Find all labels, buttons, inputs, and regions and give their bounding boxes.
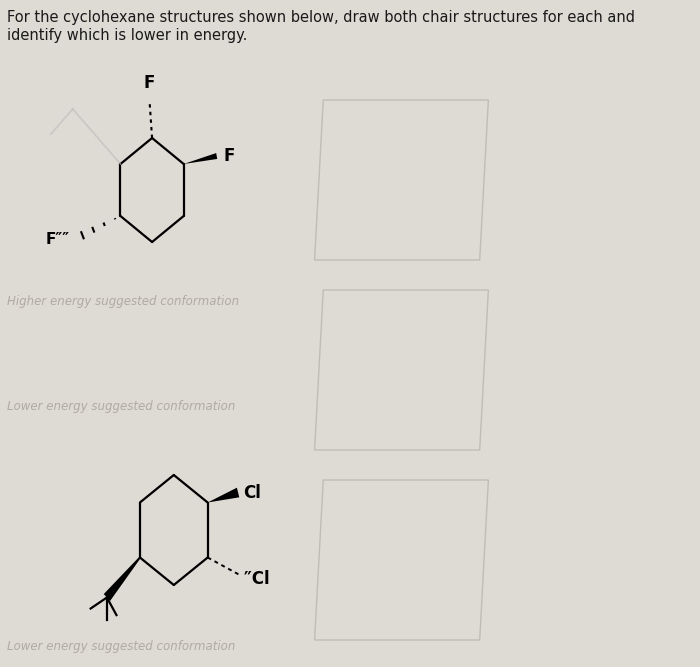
Text: Lower energy suggested conformation: Lower energy suggested conformation: [7, 400, 235, 413]
Text: ′′Cl: ′′Cl: [244, 570, 271, 588]
Polygon shape: [208, 488, 239, 502]
Text: Higher energy suggested conformation: Higher energy suggested conformation: [7, 295, 239, 308]
Polygon shape: [183, 153, 217, 164]
Text: F: F: [144, 74, 155, 92]
Text: identify which is lower in energy.: identify which is lower in energy.: [7, 28, 247, 43]
Text: F: F: [224, 147, 235, 165]
Text: For the cyclohexane structures shown below, draw both chair structures for each : For the cyclohexane structures shown bel…: [7, 10, 635, 25]
Text: Lower energy suggested conformation: Lower energy suggested conformation: [7, 640, 235, 653]
Polygon shape: [104, 557, 141, 601]
Text: F″″: F″″: [46, 233, 70, 247]
Text: Cl: Cl: [244, 484, 261, 502]
